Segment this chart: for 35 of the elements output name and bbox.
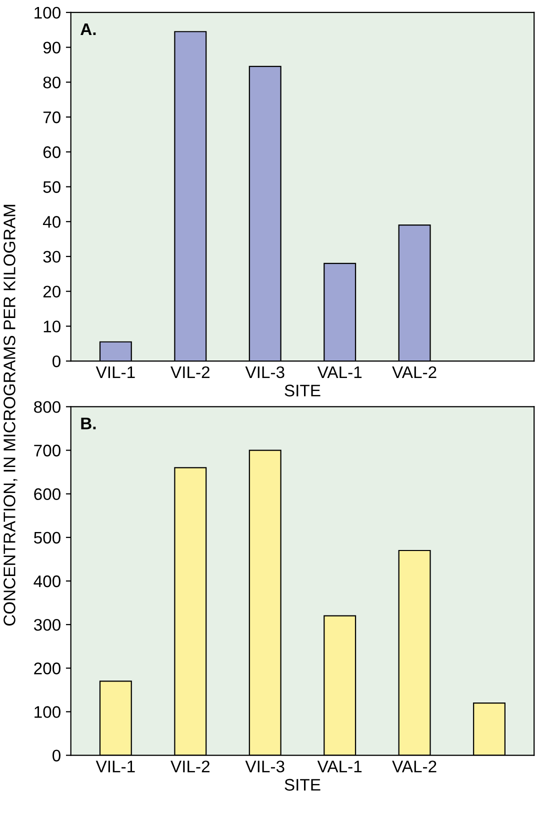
y-tick-label: 80 — [43, 76, 60, 88]
text: A. — [80, 24, 96, 35]
y-tick-label: 100 — [34, 6, 60, 19]
y-tick-label: 200 — [34, 662, 60, 674]
x-tick-label: VAL-1 — [317, 366, 362, 378]
x-tick-label: VIL-3 — [245, 366, 284, 378]
y-tick-label: 100 — [34, 706, 60, 718]
x-tick-label: VAL-2 — [392, 760, 436, 772]
y-tick-label: 30 — [43, 250, 60, 263]
y-tick-label: 800 — [34, 401, 60, 413]
x-tick-label: VIL-2 — [170, 366, 210, 378]
x-axis-title: SITE — [284, 384, 320, 396]
x-tick-label: VIL-1 — [96, 366, 135, 378]
y-tick-label: 60 — [43, 146, 60, 158]
text: B. — [81, 418, 96, 430]
y-tick-label: 400 — [34, 575, 60, 588]
y-tick-label: 700 — [34, 444, 60, 456]
x-axis-title: SITE — [284, 778, 320, 791]
y-axis-title: CONCENTRATION, IN MICROGRAMS PER KILOGRAM — [4, 204, 18, 626]
y-tick-label: 50 — [43, 181, 60, 193]
y-tick-label: 70 — [43, 111, 60, 124]
y-tick-label: 90 — [43, 42, 60, 54]
x-tick-label: VIL-2 — [170, 760, 210, 772]
x-tick-label: VAL-1 — [317, 760, 362, 772]
x-tick-label: VIL-1 — [96, 760, 135, 772]
y-tick-label: 500 — [34, 532, 60, 544]
y-tick-label: 10 — [44, 320, 60, 332]
y-tick-label: 0 — [52, 750, 60, 762]
y-tick-label: 0 — [52, 355, 60, 368]
y-tick-label: 40 — [42, 216, 60, 228]
x-tick-label: VAL-2 — [392, 366, 436, 378]
y-tick-label: 20 — [43, 286, 60, 298]
x-tick-label: VIL-3 — [245, 760, 284, 772]
y-tick-label: 600 — [34, 488, 60, 500]
y-tick-label: 300 — [34, 618, 60, 631]
